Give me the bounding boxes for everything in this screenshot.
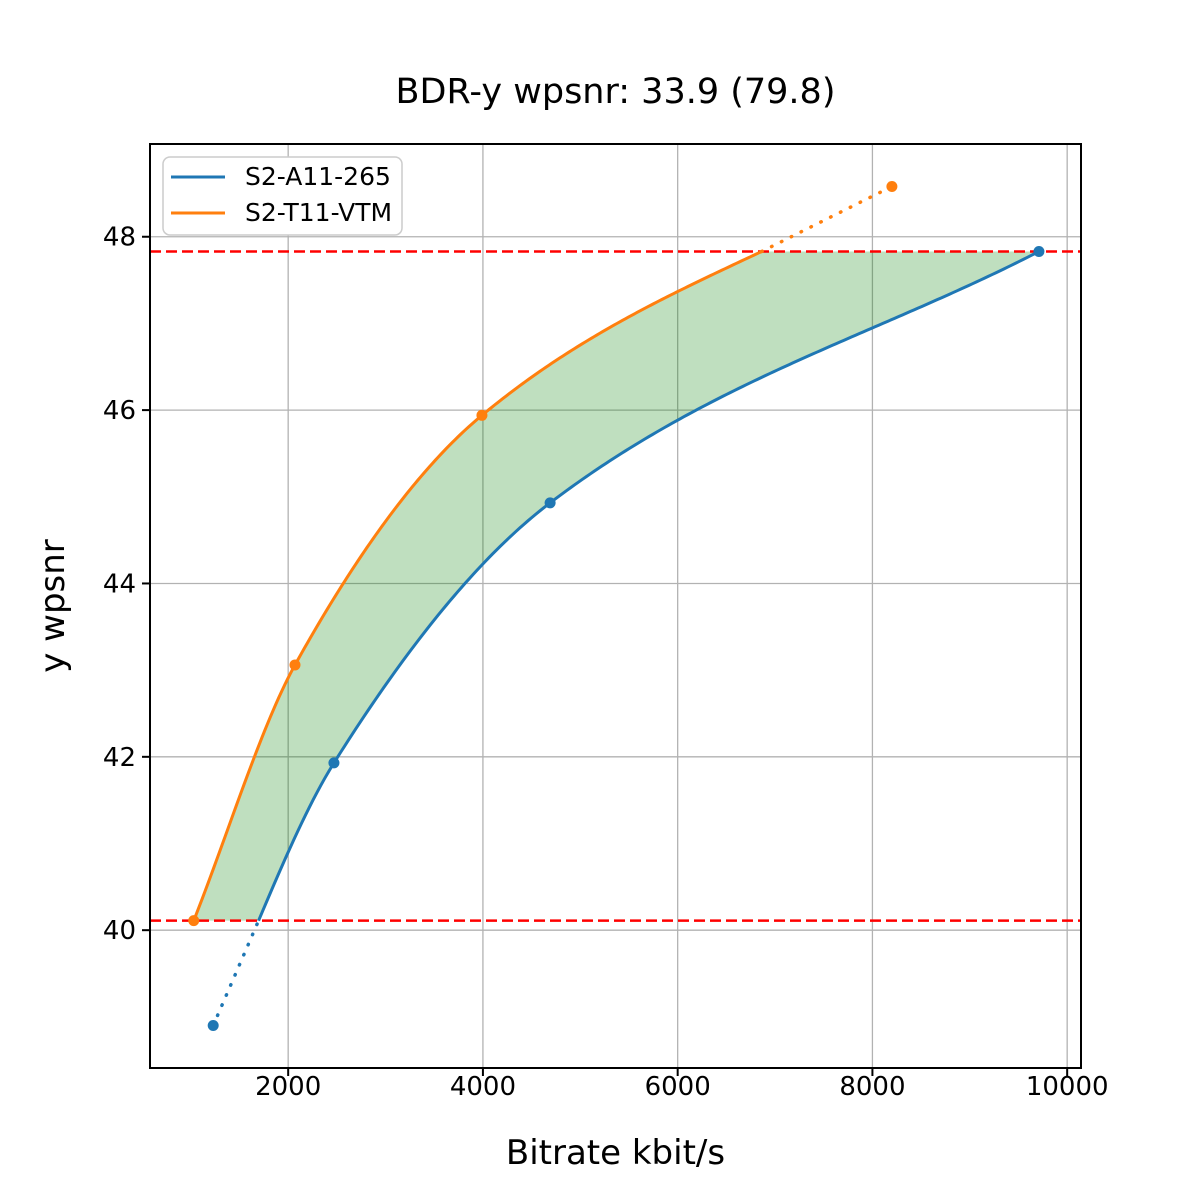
data-point-s2-a11-265 xyxy=(1033,245,1045,257)
data-point-s2-a11-265 xyxy=(328,757,340,769)
y-tick-label: 48 xyxy=(103,223,136,253)
x-tick-label: 8000 xyxy=(839,1072,905,1102)
legend-label-s2-a11-265: S2-A11-265 xyxy=(245,162,391,191)
data-point-s2-t11-vtm xyxy=(476,409,488,421)
legend: S2-A11-265 S2-T11-VTM xyxy=(162,156,403,236)
plot-layer: 2000 4000 6000 8000 10000 40 42 44 46 48 xyxy=(103,143,1109,1102)
legend-label-s2-t11-vtm: S2-T11-VTM xyxy=(245,198,392,227)
x-tick-label: 6000 xyxy=(645,1072,711,1102)
y-tick-label: 40 xyxy=(103,916,136,946)
y-tick-label: 44 xyxy=(103,569,136,599)
y-tick-label: 46 xyxy=(103,396,136,426)
data-point-s2-a11-265 xyxy=(207,1020,219,1032)
x-tick-label: 10000 xyxy=(1026,1072,1109,1102)
data-point-s2-t11-vtm xyxy=(886,180,898,192)
series-curve-s2-t11-vtm xyxy=(192,250,763,922)
chart-title: BDR-y wpsnr: 33.9 (79.8) xyxy=(396,72,836,112)
bd-rate-shaded-region xyxy=(193,251,1039,921)
data-point-s2-t11-vtm xyxy=(289,659,301,671)
plot-border xyxy=(149,143,1082,1069)
x-axis-label: Bitrate kbit/s xyxy=(506,1133,725,1173)
y-axis-label: y wpsnr xyxy=(33,539,73,673)
series-curve-s2-a11-265 xyxy=(257,250,1040,922)
x-tick-label: 4000 xyxy=(450,1072,516,1102)
y-tick-label: 42 xyxy=(103,743,136,773)
data-point-s2-a11-265 xyxy=(544,497,556,509)
data-point-s2-t11-vtm xyxy=(188,915,200,927)
x-tick-label: 2000 xyxy=(255,1072,321,1102)
dotted-extension-s2-t11-vtm xyxy=(759,184,894,254)
dotted-extension-s2-a11-265 xyxy=(211,918,261,1028)
